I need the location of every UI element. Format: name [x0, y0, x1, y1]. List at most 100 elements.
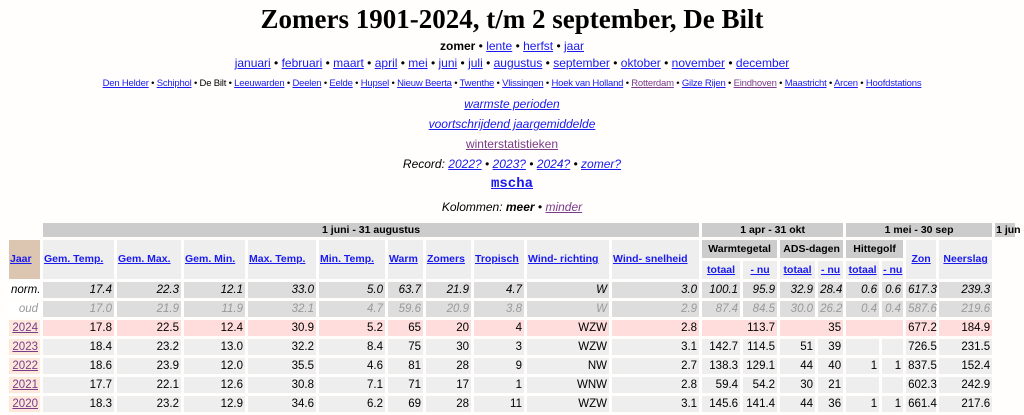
- column-header-row: Jaar Gem. Temp. Gem. Max. Gem. Min. Max. Tem…: [9, 240, 1015, 279]
- station-link[interactable]: Maastricht: [784, 78, 827, 89]
- station-link[interactable]: Gilze Rijen: [681, 78, 726, 89]
- record-link[interactable]: 2023?: [492, 157, 526, 171]
- sort-link[interactable]: Warm: [389, 253, 418, 265]
- data-cell: 0.6: [846, 282, 880, 298]
- month-link-juli[interactable]: juli: [468, 56, 483, 70]
- data-cell: 0.6: [882, 282, 904, 298]
- year-link[interactable]: 2024: [12, 322, 38, 334]
- winterstatistieken-link[interactable]: winterstatistieken: [465, 137, 559, 151]
- month-link-april[interactable]: april: [374, 56, 398, 70]
- sort-link[interactable]: Max. Temp.: [249, 253, 306, 265]
- sort-link-totaal[interactable]: totaal: [707, 264, 736, 276]
- month-link-augustus[interactable]: augustus: [493, 56, 543, 70]
- sort-link-totaal[interactable]: totaal: [848, 264, 877, 276]
- data-cell: [846, 320, 904, 336]
- data-cell: 12.1: [184, 282, 245, 298]
- data-cell: WZW: [527, 320, 609, 336]
- data-cell: 7.1: [319, 377, 385, 393]
- column-header: Gem. Max.: [117, 240, 181, 279]
- station-link[interactable]: Schiphol: [156, 78, 192, 89]
- station-link[interactable]: Leeuwarden: [234, 78, 285, 89]
- sub-header-cell: - nu: [882, 261, 904, 279]
- data-cell: 4.7: [474, 282, 524, 298]
- station-link[interactable]: Den Helder: [102, 78, 149, 89]
- season-link-lente[interactable]: lente: [486, 39, 513, 53]
- station-link[interactable]: Nieuw Beerta: [397, 78, 452, 89]
- sort-link-nu[interactable]: - nu: [750, 264, 770, 276]
- sort-link[interactable]: Wind- snelheid: [613, 253, 688, 265]
- month-link-januari[interactable]: januari: [234, 56, 271, 70]
- author-link[interactable]: mscha: [490, 176, 533, 192]
- data-cell: WZW: [527, 396, 609, 412]
- data-cell: 5.0: [319, 282, 385, 298]
- season-nav: zomer • lente • herfst • jaar: [439, 39, 585, 53]
- season-link-jaar[interactable]: jaar: [564, 39, 585, 53]
- station-link[interactable]: Deelen: [292, 78, 322, 89]
- station-link[interactable]: Vlissingen: [502, 78, 544, 89]
- voortschrijdend-link[interactable]: voortschrijdend jaargemiddelde: [428, 117, 596, 131]
- data-cell: 20: [426, 320, 471, 336]
- year-link[interactable]: 2020: [12, 398, 38, 410]
- data-cell: 17.7: [43, 377, 114, 393]
- station-link[interactable]: Twenthe: [459, 78, 495, 89]
- station-link[interactable]: Eelde: [329, 78, 353, 89]
- station-link[interactable]: Hoofdstations: [865, 78, 922, 89]
- sort-link-nu[interactable]: - nu: [820, 264, 841, 276]
- data-cell: 138.3: [702, 358, 741, 374]
- data-cell: 12.4: [184, 320, 245, 336]
- sort-link[interactable]: Jaar: [10, 253, 32, 265]
- month-link-maart[interactable]: maart: [333, 56, 364, 70]
- column-header: Gem. Min.: [184, 240, 245, 279]
- year-cell[interactable]: 2022: [9, 358, 40, 374]
- sort-link[interactable]: Min. Temp.: [320, 253, 375, 265]
- sort-link[interactable]: Gem. Max.: [118, 253, 171, 265]
- station-link[interactable]: Eindhoven: [733, 78, 777, 89]
- year-cell[interactable]: 2023: [9, 339, 40, 355]
- record-link[interactable]: zomer?: [581, 157, 622, 171]
- sort-link[interactable]: Gem. Temp.: [44, 253, 104, 265]
- data-cell: 17: [426, 377, 471, 393]
- column-header: Wind- snelheid: [612, 240, 700, 279]
- sort-link[interactable]: Tropisch: [475, 253, 519, 265]
- station-link[interactable]: Hoek van Holland: [551, 78, 624, 89]
- month-link-december[interactable]: december: [735, 56, 790, 70]
- station-nav: Den Helder • Schiphol • De Bilt • Leeuwa…: [102, 78, 922, 89]
- year-cell[interactable]: 2021: [9, 377, 40, 393]
- station-link[interactable]: Arcen: [834, 78, 858, 89]
- month-link-juni[interactable]: juni: [438, 56, 458, 70]
- year-link[interactable]: 2023: [12, 341, 38, 353]
- data-cell: 4.6: [319, 358, 385, 374]
- data-cell: 30.0: [780, 301, 816, 317]
- year-cell[interactable]: 2024: [9, 320, 40, 336]
- month-link-november[interactable]: november: [671, 56, 726, 70]
- month-link-september[interactable]: september: [553, 56, 610, 70]
- data-cell: 18.4: [43, 339, 114, 355]
- kolommen-minder-link[interactable]: minder: [545, 200, 583, 214]
- data-cell: 44: [780, 358, 816, 374]
- month-link-mei[interactable]: mei: [408, 56, 428, 70]
- year-link[interactable]: 2022: [12, 360, 38, 372]
- station-link[interactable]: Rotterdam: [631, 78, 674, 89]
- record-link[interactable]: 2022?: [448, 157, 482, 171]
- sort-link[interactable]: Zomers: [427, 253, 465, 265]
- sort-link-nu[interactable]: - nu: [883, 264, 903, 276]
- period-group-header: 1 jun - 31 aug: [995, 223, 1024, 237]
- sort-link[interactable]: Zon: [911, 253, 931, 265]
- data-cell: 2.8: [612, 377, 700, 393]
- season-current: zomer: [439, 39, 476, 53]
- sort-link-totaal[interactable]: totaal: [783, 264, 812, 276]
- station-link[interactable]: Hupsel: [360, 78, 390, 89]
- data-cell: 17.4: [43, 282, 114, 298]
- sort-link[interactable]: Gem. Min.: [185, 253, 236, 265]
- table-row: 2022 18.6 23.9 12.0 35.5 4.6 81 28 9 NW 2.7 138.3 12…: [9, 358, 1015, 374]
- month-link-oktober[interactable]: oktober: [620, 56, 661, 70]
- data-cell: 3.0: [612, 282, 700, 298]
- year-cell[interactable]: 2020: [9, 396, 40, 412]
- warmste-perioden-link[interactable]: warmste perioden: [464, 97, 560, 111]
- month-link-februari[interactable]: februari: [281, 56, 323, 70]
- sort-link[interactable]: Neerslag: [943, 253, 988, 265]
- record-link[interactable]: 2024?: [536, 157, 571, 171]
- sort-link[interactable]: Wind- richting: [528, 253, 599, 265]
- season-link-herfst[interactable]: herfst: [523, 39, 554, 53]
- year-link[interactable]: 2021: [12, 379, 38, 391]
